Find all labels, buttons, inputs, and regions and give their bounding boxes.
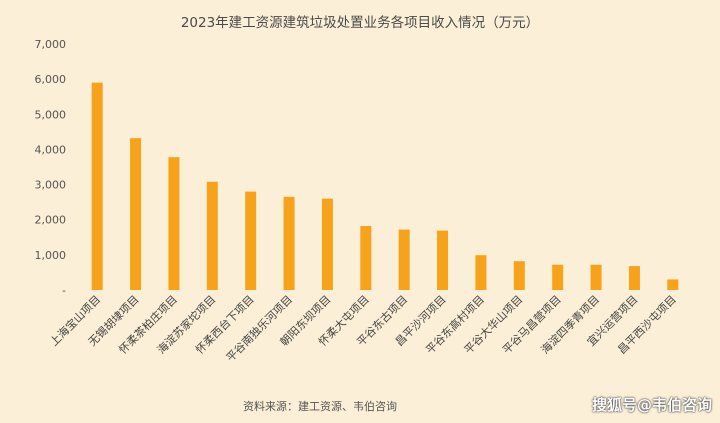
bar	[475, 255, 487, 290]
y-tick-label: 6,000	[35, 73, 67, 86]
y-tick-label: 5,000	[35, 108, 67, 121]
y-tick-label: -	[62, 284, 66, 297]
y-tick-label: 2,000	[35, 214, 67, 227]
x-tick-label: 平谷南独乐河项目	[224, 293, 295, 364]
y-tick-label: 1,000	[35, 249, 67, 262]
bar	[168, 157, 180, 290]
watermark: 搜狐号@韦伯咨询	[591, 396, 712, 414]
bar	[667, 279, 679, 290]
bar	[206, 181, 218, 290]
bar	[360, 226, 372, 290]
x-axis: 上海宝山项目无锡胡埭项目怀柔茶柏庄项目海淀苏家坨项目怀柔西台下项目平谷南独乐河项…	[47, 292, 679, 364]
bar	[628, 266, 640, 290]
bar	[437, 230, 449, 290]
bars	[91, 82, 679, 291]
y-tick-label: 3,000	[35, 179, 67, 192]
y-axis: - 1,000 2,000 3,000 4,000 5,000 6,000 7,000	[35, 38, 67, 297]
bar	[398, 229, 410, 290]
y-tick-label: 7,000	[35, 38, 67, 51]
bar	[130, 138, 142, 290]
chart-title: 2023年建工资源建筑垃圾处置业务各项目收入情况（万元）	[180, 15, 540, 31]
bar	[590, 264, 602, 290]
bar	[245, 191, 257, 290]
bar	[321, 198, 333, 290]
bar	[513, 261, 525, 290]
bar	[552, 264, 564, 290]
source-note: 资料来源：建工资源、韦伯咨询	[243, 400, 397, 413]
bar	[91, 82, 103, 291]
bar	[283, 196, 295, 290]
y-tick-label: 4,000	[35, 143, 67, 156]
